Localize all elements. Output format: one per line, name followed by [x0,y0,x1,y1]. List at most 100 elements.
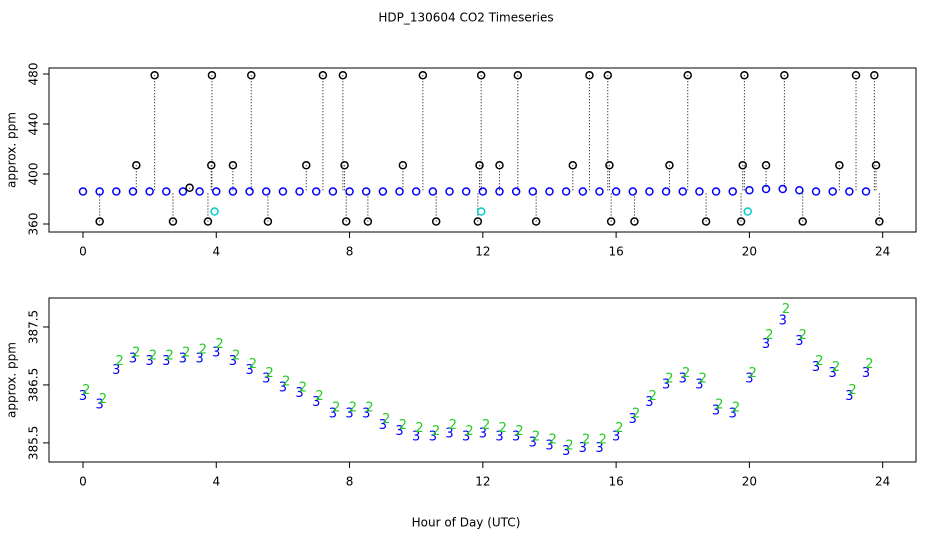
point [311,187,321,196]
point: 3 [862,366,870,381]
point [263,217,273,226]
point [478,187,488,196]
point [207,161,216,170]
y-tick-label: 360 [27,213,41,236]
point: 3 [562,444,570,459]
point [545,187,554,196]
point [340,161,349,170]
point [295,187,304,196]
point: 3 [212,346,220,361]
point [578,187,588,196]
point: 2 [332,401,340,416]
point [513,71,523,80]
point [495,187,504,196]
point: 3 [179,351,187,366]
y-tick-label: 386.5 [27,368,41,402]
point [738,161,747,170]
point: 2 [282,375,290,390]
point: 3 [595,441,603,456]
x-tick-label: 8 [346,475,354,489]
point [278,187,288,196]
point [780,71,789,80]
point: 2 [815,354,823,369]
point [150,71,159,80]
point [661,187,671,196]
point [628,187,638,196]
point: 2 [649,389,657,404]
point [395,187,404,196]
point [861,187,871,196]
point [678,187,688,196]
point [630,217,639,226]
x-tick-label: 0 [79,475,87,489]
point [203,217,213,226]
point [95,187,104,196]
point: 2 [99,392,107,407]
point [761,184,771,194]
point: 3 [545,438,553,453]
point [210,207,219,216]
point [845,187,854,196]
x-tick-label: 16 [608,245,623,259]
point: 2 [465,424,473,439]
point [461,187,471,196]
point: 3 [695,377,703,392]
point [431,217,441,226]
y-axis-label: approx. ppm [5,342,19,418]
point [511,187,521,196]
point [711,187,721,196]
point: 2 [782,302,790,317]
point: 2 [582,432,590,447]
point [398,161,408,170]
point: 2 [115,354,123,369]
point: 2 [532,430,540,445]
point: 3 [329,406,337,421]
point [595,187,604,196]
x-tick-label: 12 [475,475,490,489]
point [178,187,188,196]
point [870,71,879,80]
x-tick-label: 12 [475,245,490,259]
point: 2 [865,357,873,372]
chart-title: HDP_130604 CO2 Timeseries [378,11,553,25]
y-tick-label: 387.5 [27,310,41,344]
point: 3 [712,404,720,419]
plot-frame [48,67,917,233]
point: 2 [182,346,190,361]
point: 3 [512,430,520,445]
point [871,161,881,170]
point: 3 [629,412,637,427]
point [606,217,616,226]
point: 3 [429,430,437,445]
point [476,207,486,216]
point [645,187,654,196]
point: 3 [312,395,320,410]
x-tick-label: 20 [742,475,757,489]
point [811,187,821,196]
x-tick-label: 24 [875,475,890,489]
point: 2 [165,348,173,363]
point [603,71,613,80]
point [245,187,254,196]
point: 2 [565,438,573,453]
point: 2 [399,418,407,433]
point: 2 [82,383,90,398]
point: 2 [849,383,857,398]
point: 2 [349,401,357,416]
point: 3 [462,430,470,445]
point [247,71,256,80]
point: 2 [265,366,273,381]
point: 3 [345,406,353,421]
point [531,217,541,226]
point: 3 [445,427,453,442]
point: 2 [715,398,723,413]
point: 2 [232,348,240,363]
point [345,187,354,196]
point [228,161,238,170]
point: 3 [229,354,237,369]
point: 3 [829,366,837,381]
point [828,187,837,196]
point: 3 [262,372,270,387]
x-tick-label: 24 [875,245,890,259]
point: 2 [149,348,157,363]
